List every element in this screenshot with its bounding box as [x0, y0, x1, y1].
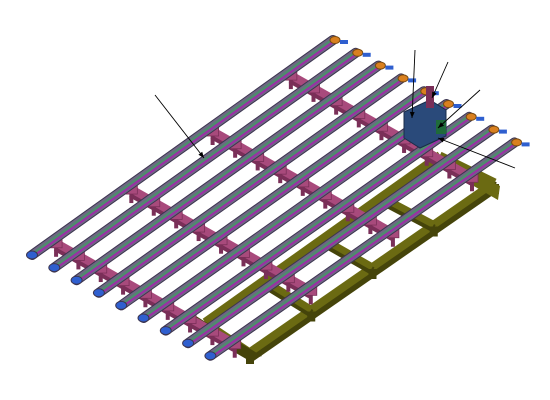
tube-near-cap — [204, 351, 217, 361]
tube-far-fitting — [340, 40, 348, 44]
leader-arrowhead — [409, 111, 415, 118]
leader-arrowhead — [438, 137, 445, 143]
tube-stripe — [165, 114, 470, 331]
tube-far-fitting — [453, 104, 462, 108]
tube-far-fitting — [498, 129, 507, 134]
clamp-leg — [98, 273, 103, 283]
tube-stripe — [187, 127, 493, 344]
manifold-bracket — [403, 86, 447, 149]
clamp-leg — [76, 260, 81, 270]
clamp-leg — [241, 257, 246, 267]
leader-arrowhead — [198, 151, 204, 158]
tube-far-cap — [443, 100, 454, 108]
clamp-leg — [188, 323, 193, 333]
clamp-leg — [174, 219, 179, 229]
tube-inner-line — [165, 117, 470, 334]
tube-stripe — [53, 50, 357, 268]
tube-far-cap — [329, 36, 341, 44]
tube-far-fitting — [385, 65, 394, 70]
tube-inner-line — [53, 53, 357, 271]
frame-foot — [307, 311, 316, 322]
tube-inner-line — [120, 92, 425, 309]
clamp-leg — [129, 194, 134, 204]
leader-line — [437, 89, 481, 129]
clamp-leg — [345, 212, 350, 222]
leader-line — [437, 137, 516, 169]
tube-inner-line — [209, 143, 516, 359]
tube-far-cap — [397, 74, 409, 83]
tube-far-cap — [488, 125, 500, 134]
clamp-leg — [447, 169, 452, 179]
clamp-leg — [121, 285, 126, 295]
clamp-leg — [255, 161, 260, 171]
clamp-leg — [424, 156, 429, 166]
tube-stripe — [31, 37, 334, 256]
leader-line — [154, 94, 205, 159]
clamp-leg — [54, 247, 59, 257]
clamp-leg — [470, 182, 475, 192]
clamp-leg — [368, 225, 373, 235]
tube-near-cap — [48, 263, 61, 273]
clamp-leg — [219, 244, 224, 254]
frame-foot — [429, 226, 438, 237]
tube-far-fitting — [408, 78, 417, 83]
tube-far-cap — [352, 48, 364, 57]
clamp-leg — [402, 143, 407, 153]
tube-stripe — [209, 140, 516, 356]
manifold-valve — [436, 120, 446, 134]
clamp-leg — [151, 206, 156, 216]
clamp-leg — [311, 92, 316, 102]
clamp-leg — [196, 232, 201, 242]
clamp-leg — [286, 282, 291, 292]
tube-far-fitting — [362, 52, 371, 57]
clamp-leg — [233, 148, 238, 158]
tube-stripe — [98, 76, 402, 293]
frame-foot — [368, 269, 377, 279]
tube-near-cap — [26, 250, 38, 260]
tube-near-cap — [159, 326, 172, 336]
tube-far-fitting — [521, 142, 530, 147]
clamp-leg — [210, 336, 215, 346]
clamp-leg — [232, 348, 237, 358]
clamp-leg — [288, 80, 293, 90]
clamp-leg — [390, 237, 395, 247]
clamp-leg — [334, 105, 339, 115]
tube-near-cap — [92, 288, 105, 298]
tube-near-cap — [115, 300, 128, 310]
clamp-leg — [308, 295, 313, 305]
clamp-leg — [323, 199, 328, 209]
tube-stripe — [75, 63, 380, 281]
leader-line — [431, 61, 449, 99]
leader-arrowhead — [432, 91, 437, 98]
tube-inner-line — [142, 105, 448, 321]
tube-stripe — [142, 101, 448, 319]
tube-far-cap — [511, 138, 523, 147]
clamp-leg — [356, 118, 361, 128]
tube-inner-line — [98, 79, 402, 296]
tube-far-cap — [374, 61, 386, 70]
tube-far-fitting — [476, 116, 485, 121]
clamp-leg — [379, 131, 384, 141]
tube-inner-line — [31, 41, 334, 258]
clamp-leg — [263, 270, 268, 280]
clamp-leg — [143, 298, 148, 308]
tube-far-cap — [465, 112, 477, 121]
clamp-leg — [210, 136, 215, 145]
tube-inner-line — [76, 66, 379, 284]
clamp-leg — [278, 174, 283, 184]
clamp-leg — [300, 186, 305, 196]
callout-leaders — [154, 49, 516, 169]
tube-near-cap — [70, 275, 83, 285]
tube-near-cap — [182, 338, 195, 348]
tube-inner-line — [187, 130, 493, 347]
tube-near-cap — [137, 313, 150, 323]
leader-line — [411, 49, 416, 119]
leader-arrowhead — [438, 122, 445, 128]
tube-stripe — [120, 89, 425, 306]
tube-rack — [26, 35, 530, 361]
manifold-post — [426, 86, 434, 108]
clamp-leg — [165, 310, 170, 320]
